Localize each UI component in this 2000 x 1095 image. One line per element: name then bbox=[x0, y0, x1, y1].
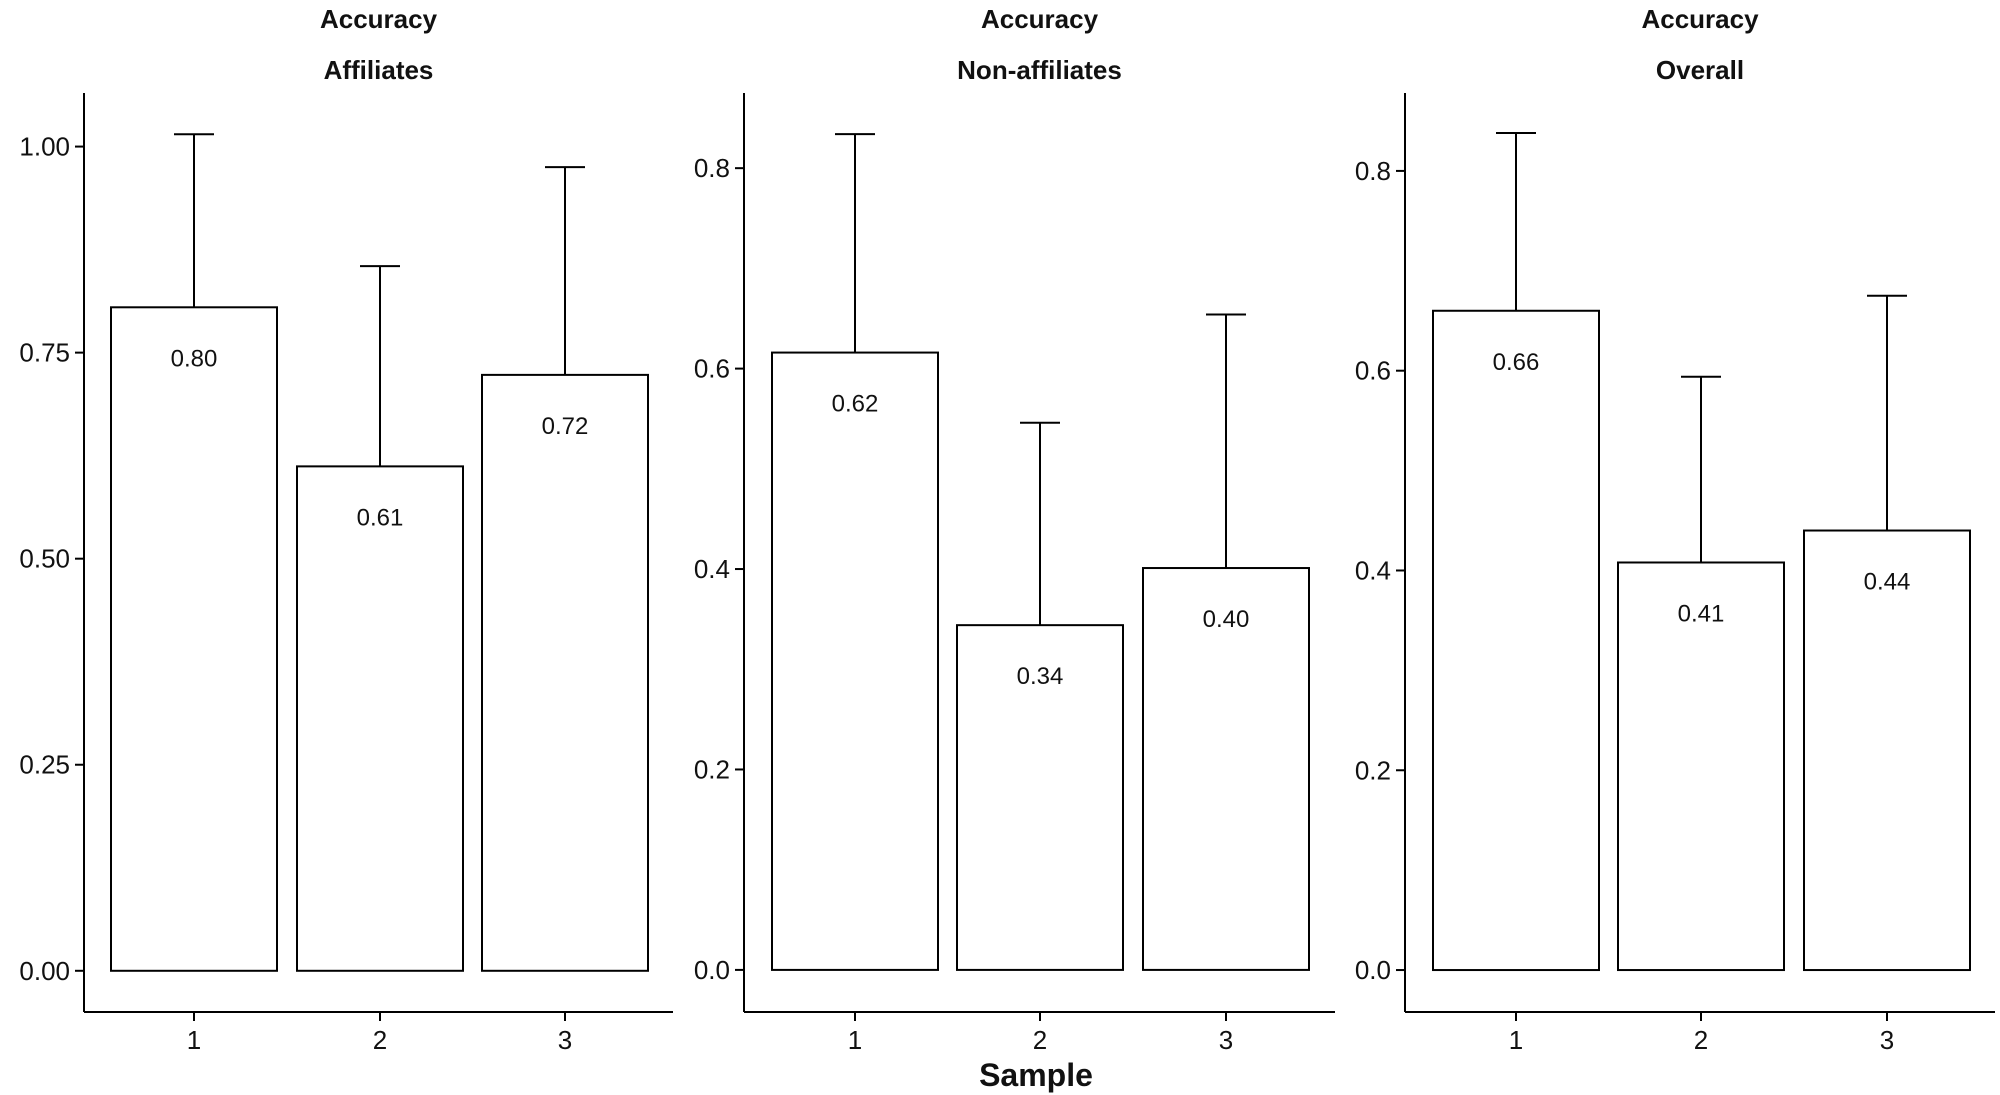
panel-subtitle: Overall bbox=[1656, 55, 1744, 85]
bar-value-label: 0.72 bbox=[542, 413, 589, 440]
bar bbox=[1142, 567, 1310, 971]
panel-subtitle: Affiliates bbox=[324, 55, 434, 85]
y-tick-label: 0.00 bbox=[19, 956, 70, 986]
bar-value-label: 0.61 bbox=[357, 504, 404, 531]
y-tick-label: 0.2 bbox=[1355, 755, 1391, 785]
bar bbox=[481, 373, 649, 972]
panel-title: Accuracy bbox=[981, 4, 1099, 34]
panel-subtitle: Non-affiliates bbox=[957, 55, 1122, 85]
bar bbox=[1617, 561, 1785, 972]
y-tick-label: 0.6 bbox=[694, 354, 730, 384]
y-tick-label: 0.6 bbox=[1355, 356, 1391, 386]
bar-value-label: 0.44 bbox=[1864, 569, 1911, 596]
y-tick-label: 0.50 bbox=[19, 544, 70, 574]
panel-3: Accuracy Overall 0.0 0.2 0.4 0.6 0.8 0.66 1 0.41 2… bbox=[1355, 4, 1995, 1055]
y-tick-label: 1.00 bbox=[19, 132, 70, 162]
y-tick-label: 0.8 bbox=[1355, 156, 1391, 186]
y-tick-label: 0.4 bbox=[1355, 555, 1391, 585]
x-tick-label: 2 bbox=[1694, 1025, 1708, 1055]
bar-value-label: 0.62 bbox=[832, 391, 879, 418]
x-tick-label: 3 bbox=[558, 1025, 572, 1055]
x-tick-label: 3 bbox=[1880, 1025, 1894, 1055]
panel-1: Accuracy Affiliates 0.00 0.25 0.50 0.75 1.00 0.… bbox=[19, 4, 673, 1055]
bar bbox=[1803, 529, 1971, 972]
x-tick-label: 2 bbox=[373, 1025, 387, 1055]
x-tick-label: 2 bbox=[1033, 1025, 1047, 1055]
panel-title: Accuracy bbox=[1641, 4, 1759, 34]
y-tick-label: 0.75 bbox=[19, 338, 70, 368]
bar-value-label: 0.40 bbox=[1203, 606, 1250, 633]
bar-value-label: 0.66 bbox=[1493, 349, 1540, 376]
panel-title: Accuracy bbox=[320, 4, 438, 34]
bar bbox=[771, 351, 939, 971]
bar bbox=[956, 624, 1124, 971]
bar bbox=[1432, 309, 1600, 972]
y-tick-label: 0.2 bbox=[694, 754, 730, 784]
x-tick-label: 1 bbox=[848, 1025, 862, 1055]
y-tick-label: 0.25 bbox=[19, 750, 70, 780]
y-tick-label: 0.4 bbox=[694, 554, 730, 584]
bar bbox=[110, 306, 278, 972]
x-tick-label: 3 bbox=[1219, 1025, 1233, 1055]
panel-2: Accuracy Non-affiliates 0.0 0.2 0.4 0.6 0.8 0.6… bbox=[694, 4, 1335, 1055]
bar-value-label: 0.34 bbox=[1017, 663, 1064, 690]
y-tick-label: 0.8 bbox=[694, 153, 730, 183]
y-tick-label: 0.0 bbox=[1355, 955, 1391, 985]
bar-value-label: 0.41 bbox=[1678, 600, 1725, 627]
y-tick-label: 0.0 bbox=[694, 955, 730, 985]
x-axis-title: Sample bbox=[979, 1057, 1093, 1093]
x-tick-label: 1 bbox=[1509, 1025, 1523, 1055]
bar bbox=[296, 465, 464, 972]
bar-value-label: 0.80 bbox=[171, 345, 218, 372]
x-tick-label: 1 bbox=[187, 1025, 201, 1055]
